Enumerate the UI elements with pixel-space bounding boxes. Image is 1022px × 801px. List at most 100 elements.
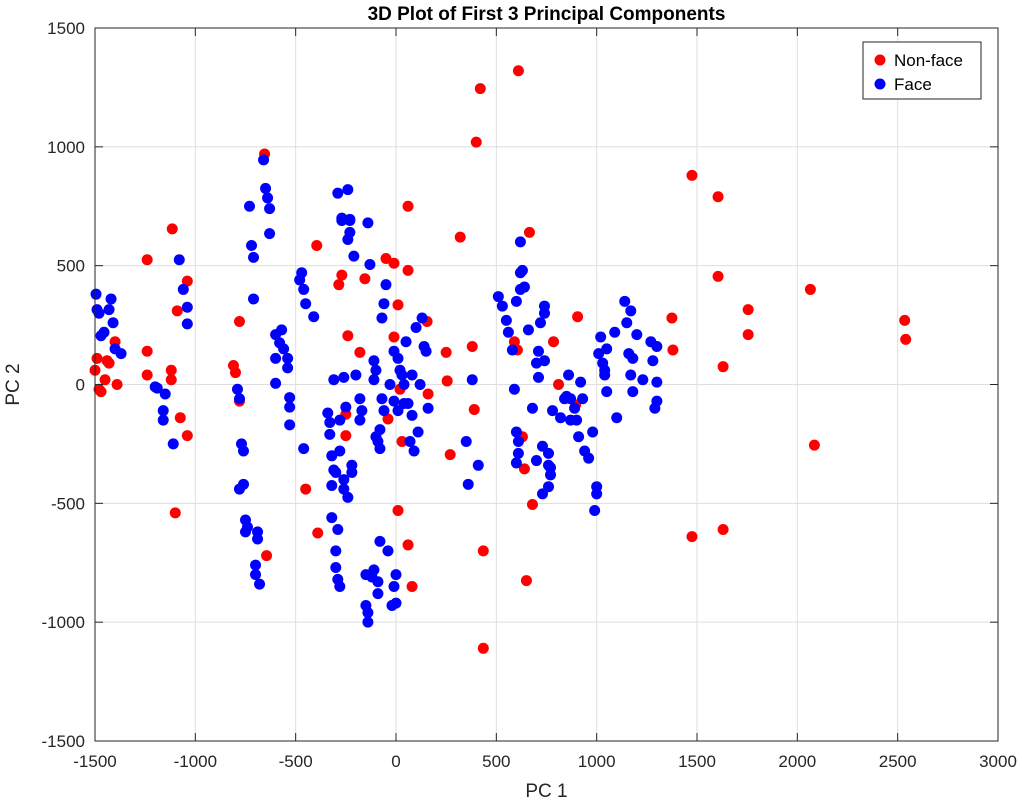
x-tick-label: 0 <box>391 752 400 771</box>
data-point <box>298 283 310 295</box>
data-point <box>368 564 380 576</box>
data-point <box>543 481 555 493</box>
data-point <box>520 575 532 587</box>
data-point <box>322 407 334 419</box>
legend-marker-non-face <box>874 54 886 66</box>
x-tick-label: 2500 <box>879 752 917 771</box>
data-point <box>625 369 637 381</box>
data-point <box>174 412 186 424</box>
data-point <box>284 392 296 404</box>
data-point <box>157 414 169 426</box>
data-point <box>583 452 595 464</box>
data-point <box>298 443 310 455</box>
data-point <box>388 331 400 343</box>
data-point <box>454 231 466 243</box>
data-point <box>532 345 544 357</box>
data-point <box>344 215 356 227</box>
data-point <box>804 283 816 295</box>
data-point <box>470 136 482 148</box>
data-point <box>344 226 356 238</box>
data-point <box>388 395 400 407</box>
data-point <box>637 374 649 386</box>
data-point <box>181 430 193 442</box>
data-point <box>181 318 193 330</box>
data-point <box>270 352 282 364</box>
data-point <box>384 379 396 390</box>
data-point <box>264 228 276 240</box>
data-point <box>462 478 474 490</box>
data-point <box>159 388 171 400</box>
data-point <box>336 269 348 281</box>
data-point <box>254 578 266 590</box>
chart-title: 3D Plot of First 3 Principal Components <box>368 4 726 25</box>
data-point <box>466 374 478 386</box>
data-point <box>392 504 404 516</box>
data-point <box>667 344 679 356</box>
data-point <box>686 531 698 543</box>
data-points <box>89 65 912 654</box>
x-tick-label: 1000 <box>578 752 616 771</box>
x-tick-label: -1500 <box>73 752 116 771</box>
data-point <box>575 376 587 388</box>
data-point <box>380 253 392 265</box>
data-point <box>666 312 678 324</box>
data-point <box>330 466 342 478</box>
data-point <box>332 187 344 199</box>
data-point <box>496 300 508 312</box>
data-point <box>91 352 103 364</box>
data-point <box>99 374 111 386</box>
data-point <box>510 457 522 469</box>
data-point <box>258 154 270 166</box>
data-point <box>173 254 185 266</box>
data-point <box>414 379 426 390</box>
data-point <box>404 436 416 448</box>
data-point <box>599 369 611 381</box>
x-tick-label: 500 <box>482 752 510 771</box>
data-point <box>468 403 480 415</box>
data-point <box>526 402 538 414</box>
data-point <box>311 239 323 251</box>
data-point <box>111 379 123 390</box>
data-point <box>167 438 179 450</box>
data-point <box>412 426 424 438</box>
data-point <box>237 445 249 457</box>
data-point <box>441 375 453 387</box>
data-point <box>342 184 354 196</box>
data-point <box>300 298 312 310</box>
data-point <box>621 317 633 329</box>
data-point <box>532 371 544 383</box>
data-point <box>362 607 374 619</box>
data-point <box>573 431 585 443</box>
data-point <box>282 352 294 364</box>
data-point <box>141 369 153 381</box>
data-point <box>589 504 601 516</box>
data-point <box>166 223 178 235</box>
data-point <box>808 439 820 451</box>
data-point <box>402 398 414 410</box>
data-point <box>237 478 249 490</box>
grid <box>95 28 998 741</box>
y-tick-label: 0 <box>76 376 85 395</box>
x-tick-label: 1500 <box>678 752 716 771</box>
data-point <box>400 336 412 348</box>
data-point <box>342 330 354 342</box>
data-point <box>631 329 643 341</box>
data-point <box>169 507 181 519</box>
data-point <box>141 254 153 266</box>
data-point <box>242 521 254 533</box>
data-point <box>248 251 260 263</box>
data-point <box>502 326 514 338</box>
data-point <box>440 346 452 358</box>
data-point <box>362 616 374 628</box>
data-point <box>398 379 410 390</box>
data-point <box>278 343 290 355</box>
data-point <box>330 562 342 574</box>
data-point <box>518 281 530 293</box>
data-point <box>107 317 119 329</box>
data-point <box>390 597 402 609</box>
data-point <box>522 324 534 336</box>
x-tick-label: 2000 <box>778 752 816 771</box>
data-point <box>246 239 258 251</box>
